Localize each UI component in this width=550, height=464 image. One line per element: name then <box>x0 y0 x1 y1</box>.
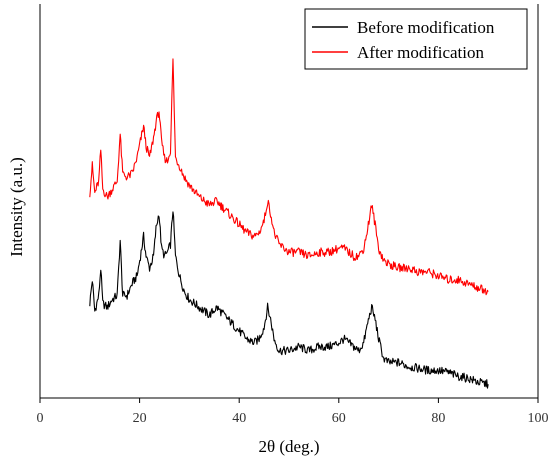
x-tick-label: 40 <box>232 411 246 426</box>
x-tick-label: 80 <box>431 411 445 426</box>
legend-label-before: Before modification <box>357 18 495 37</box>
legend-label-after: After modification <box>357 43 484 62</box>
series-line-after <box>89 58 489 296</box>
x-axis-title: 2θ (deg.) <box>258 437 319 456</box>
x-tick-label: 60 <box>332 411 346 426</box>
x-tick-label: 0 <box>37 411 44 426</box>
x-tick-label: 20 <box>133 411 147 426</box>
legend-box <box>304 8 528 70</box>
series-layer <box>89 58 489 389</box>
legend: Before modification After modification <box>304 8 528 70</box>
series-line-before <box>89 211 489 389</box>
x-tick-label: 100 <box>528 411 549 426</box>
plot-area <box>39 4 539 399</box>
y-axis-title: Intensity (a.u.) <box>7 157 26 257</box>
axes-frame <box>39 4 539 399</box>
x-axis-ticks: 0 20 40 60 80 100 <box>37 398 549 426</box>
